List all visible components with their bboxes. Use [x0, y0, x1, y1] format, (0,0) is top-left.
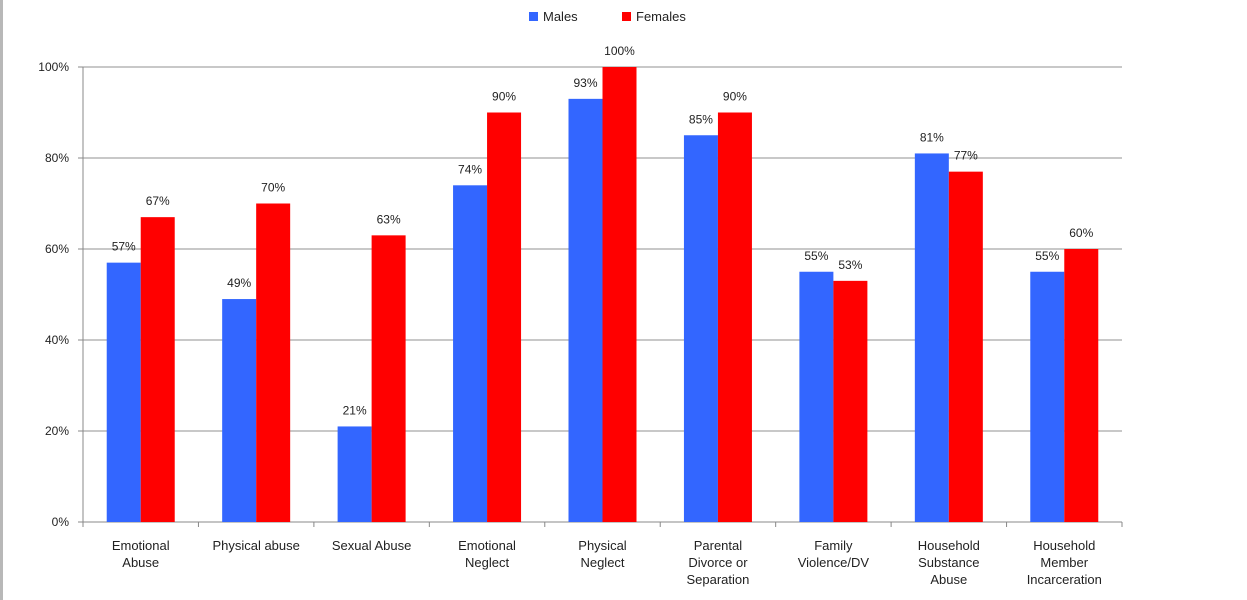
y-tick-label: 20%: [45, 424, 69, 438]
x-category-label-line: Physical: [578, 538, 627, 553]
x-category-label-line: Neglect: [465, 555, 509, 570]
x-category-label-line: Physical abuse: [212, 538, 299, 553]
legend-swatch-males: [529, 12, 538, 21]
legend-label-males: Males: [543, 9, 578, 24]
data-label: 55%: [804, 249, 828, 263]
x-category-label-line: Household: [918, 538, 980, 553]
x-category-label-line: Emotional: [112, 538, 170, 553]
bar-males: [106, 262, 141, 522]
bar-females: [371, 235, 406, 522]
x-category-label: Physical abuse: [212, 538, 299, 553]
page-left-border: [0, 0, 3, 600]
bar-females: [948, 171, 983, 522]
x-category-label-line: Substance: [918, 555, 979, 570]
bar-females: [833, 280, 868, 522]
data-label: 90%: [492, 90, 516, 104]
x-category-label-line: Divorce or: [688, 555, 748, 570]
y-tick-label: 60%: [45, 242, 69, 256]
bar-females: [1064, 249, 1099, 522]
bar-males: [914, 153, 949, 522]
legend-label-females: Females: [636, 9, 686, 24]
data-label: 77%: [954, 149, 978, 163]
bar-females: [602, 67, 637, 522]
x-category-label: Household Substance Abuse: [918, 538, 980, 587]
x-category-label-line: Incarceration: [1027, 572, 1102, 587]
bar-females: [256, 203, 291, 522]
x-category-label: Household Member Incarceration: [1027, 538, 1102, 587]
x-category-label: Emotional Neglect: [458, 538, 516, 570]
data-label: 90%: [723, 90, 747, 104]
x-category-label-line: Neglect: [580, 555, 624, 570]
x-category-label: Emotional Abuse: [112, 538, 170, 570]
data-label: 57%: [112, 240, 136, 254]
data-label: 74%: [458, 162, 482, 176]
y-tick-label: 40%: [45, 333, 69, 347]
x-category-label-line: Family: [814, 538, 853, 553]
data-label: 70%: [261, 181, 285, 195]
x-category-label-line: Abuse: [122, 555, 159, 570]
x-category-label: Physical Neglect: [578, 538, 627, 570]
legend-swatch-females: [622, 12, 631, 21]
bar-females: [717, 112, 752, 522]
bar-females: [487, 112, 522, 522]
x-category-label-line: Parental: [694, 538, 743, 553]
bar-males: [1030, 271, 1065, 522]
x-category-label-line: Member: [1040, 555, 1088, 570]
bar-males: [799, 271, 834, 522]
x-category-label-line: Sexual Abuse: [332, 538, 412, 553]
x-category-label-line: Separation: [686, 572, 749, 587]
data-label: 93%: [573, 76, 597, 90]
bar-males: [453, 185, 488, 523]
data-label: 85%: [689, 112, 713, 126]
x-category-label-line: Emotional: [458, 538, 516, 553]
y-tick-label: 100%: [38, 60, 69, 74]
x-category-label-line: Violence/DV: [798, 555, 870, 570]
y-tick-label: 0%: [52, 515, 70, 529]
x-category-label-line: Household: [1033, 538, 1095, 553]
x-category-label: Sexual Abuse: [332, 538, 412, 553]
y-tick-label: 80%: [45, 151, 69, 165]
bar-males: [222, 299, 257, 522]
data-label: 49%: [227, 276, 251, 290]
x-category-label: Parental Divorce or Separation: [686, 538, 749, 587]
data-label: 63%: [377, 212, 401, 226]
data-label: 53%: [838, 258, 862, 272]
data-label: 67%: [146, 194, 170, 208]
x-category-label-line: Abuse: [930, 572, 967, 587]
data-label: 81%: [920, 130, 944, 144]
bar-females: [140, 217, 175, 522]
data-label: 60%: [1069, 226, 1093, 240]
x-category-label: Family Violence/DV: [798, 538, 870, 570]
data-label: 21%: [343, 403, 367, 417]
bar-males: [683, 135, 718, 522]
bar-males: [337, 426, 372, 522]
data-label: 100%: [604, 44, 635, 58]
bar-males: [568, 98, 603, 522]
data-label: 55%: [1035, 249, 1059, 263]
